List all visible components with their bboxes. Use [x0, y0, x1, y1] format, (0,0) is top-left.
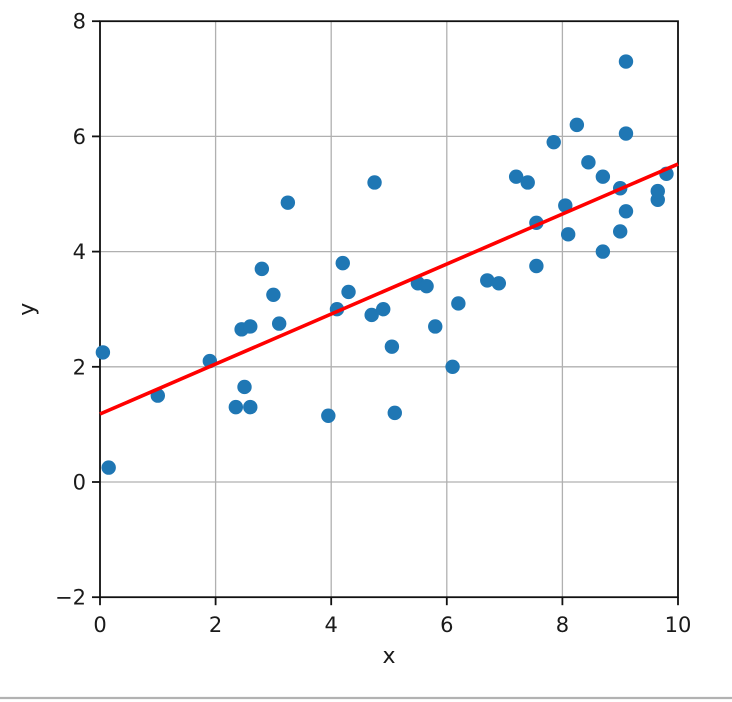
data-point: [618, 204, 634, 219]
data-point: [480, 273, 495, 288]
y-tick-label: 4: [73, 240, 86, 264]
x-tick-label: 2: [209, 613, 222, 637]
data-point: [558, 198, 573, 213]
y-tick-label: 8: [73, 10, 86, 34]
data-point: [254, 261, 270, 277]
data-point: [491, 276, 507, 291]
y-axis-label: y: [15, 303, 40, 316]
data-point: [384, 339, 400, 354]
y-tick-label: 6: [73, 125, 86, 149]
y-tick-label: −2: [55, 586, 86, 610]
data-point: [95, 345, 111, 360]
data-point: [595, 169, 611, 184]
fit-line: [99, 162, 679, 416]
data-point: [451, 296, 466, 311]
data-point: [546, 134, 561, 150]
data-point: [101, 460, 116, 475]
data-point: [271, 316, 287, 331]
data-point: [387, 405, 402, 421]
data-point: [280, 195, 296, 210]
data-point: [419, 278, 434, 294]
data-point: [613, 224, 628, 239]
regression-line: [99, 162, 679, 416]
data-point: [243, 319, 258, 334]
x-axis-label: x: [382, 644, 395, 669]
data-point: [581, 155, 596, 170]
data-point: [445, 359, 460, 374]
data-point: [569, 117, 585, 133]
data-point: [508, 169, 524, 184]
data-point: [341, 284, 356, 300]
data-point: [266, 287, 281, 302]
data-point: [428, 319, 443, 334]
data-point: [364, 307, 379, 323]
data-point: [321, 408, 336, 423]
x-tick-label: 10: [665, 613, 692, 637]
x-tick-labels: 0 2 4 6 8 10: [93, 613, 691, 637]
x-tick-label: 0: [93, 613, 106, 637]
y-tick-labels: −2 0 2 4 6 8: [55, 10, 86, 610]
data-point: [237, 379, 252, 395]
data-point: [335, 255, 350, 271]
data-point: [243, 399, 258, 415]
x-tick-label: 8: [556, 613, 569, 637]
axis-ticks: [92, 20, 679, 606]
data-point: [529, 258, 544, 274]
data-point: [560, 227, 576, 242]
data-point: [520, 175, 535, 190]
x-tick-label: 4: [325, 613, 338, 637]
data-point: [228, 399, 244, 415]
y-tick-label: 2: [73, 355, 86, 379]
data-point: [367, 175, 382, 190]
data-point: [376, 302, 391, 317]
data-point: [650, 183, 665, 199]
data-point: [618, 54, 634, 69]
data-point: [618, 126, 634, 141]
data-point: [595, 244, 611, 259]
y-tick-label: 0: [73, 471, 86, 495]
x-tick-label: 6: [440, 613, 453, 637]
plot-border: [99, 20, 679, 599]
